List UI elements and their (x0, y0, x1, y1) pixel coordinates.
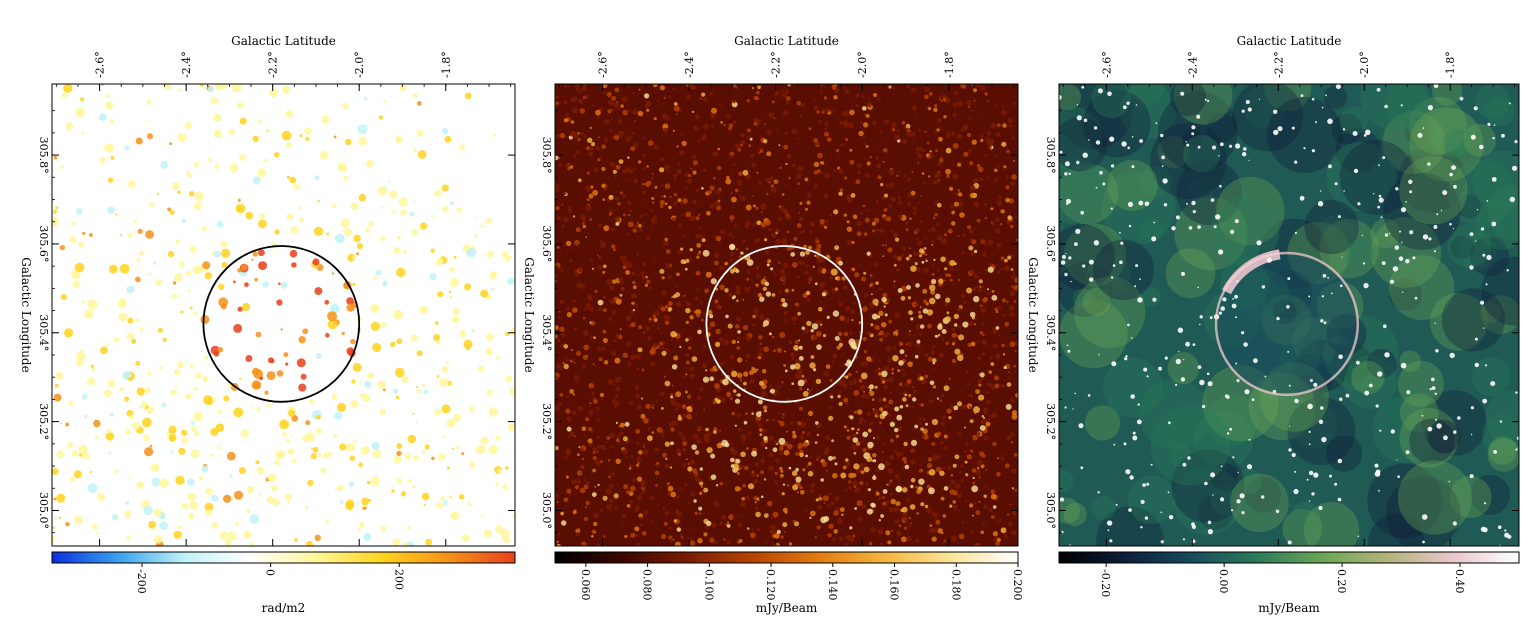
colorbar-tick-label: 0.00 (1217, 569, 1230, 594)
panel-polarized-intensity: Galactic Latitude -2.6° -2.4° -2.2° -2.0° -1.… (522, 34, 1024, 615)
y-tick-label: 305.0° (1044, 492, 1057, 529)
colorbar-tick-label: 0.200 (1011, 569, 1024, 601)
colorbar-label: mJy/Beam (1258, 601, 1320, 615)
x-tick-label: -1.8° (943, 51, 956, 78)
colorbar-tick-label: 0.140 (826, 569, 839, 601)
x-tick-label: -1.8° (440, 51, 453, 78)
x-axis-title: Galactic Latitude (1237, 34, 1342, 48)
colorbar-tick-label: 0 (264, 569, 277, 576)
colorbar (1058, 551, 1520, 564)
x-axis-title: Galactic Latitude (734, 34, 839, 48)
x-tick-label: -2.2° (1272, 51, 1285, 78)
circle-marker (1214, 251, 1360, 397)
colorbar-tick-label: 0.180 (949, 569, 962, 601)
colorbar-tick-label: 0.160 (888, 569, 901, 601)
colorbar (51, 551, 516, 564)
y-tick-label: 305.0° (37, 492, 50, 529)
colorbar-label: rad/m2 (262, 601, 306, 615)
y-axis-title: Galactic Longitude (522, 257, 536, 372)
circle-marker (705, 245, 864, 403)
colorbar-tick-label: 0.20 (1335, 569, 1348, 594)
y-tick-label: 305.2° (540, 403, 553, 440)
y-tick-label: 305.0° (540, 492, 553, 529)
colorbar (554, 551, 1019, 564)
x-tick-label: -2.0° (856, 51, 869, 78)
colorbar-tick-label: 0.100 (702, 569, 715, 601)
x-tick-label: -2.6° (94, 51, 107, 78)
x-tick-label: -2.4° (683, 51, 696, 78)
y-tick-label: 305.6° (37, 225, 50, 262)
x-tick-label: -1.8° (1444, 51, 1457, 78)
map-texture (1059, 84, 1519, 546)
colorbar-tick-label: 200 (392, 569, 405, 590)
x-tick-label: -2.6° (1100, 51, 1113, 78)
panel-total-intensity: Galactic Latitude -2.6° -2.4° -2.2° -2.0° -1.… (1026, 34, 1520, 615)
y-tick-label: 305.8° (540, 137, 553, 174)
y-axis-title: Galactic Longitude (19, 257, 33, 372)
x-tick-label: -2.4° (1186, 51, 1199, 78)
colorbar-tick-label: 0.080 (641, 569, 654, 601)
plot-frame (1058, 83, 1520, 547)
circle-marker (202, 245, 361, 403)
x-tick-label: -2.2° (770, 51, 783, 78)
map-texture (555, 84, 1018, 546)
y-tick-label: 305.4° (540, 314, 553, 351)
x-tick-label: -2.6° (597, 51, 610, 78)
y-tick-label: 305.6° (1044, 225, 1057, 262)
map-texture (52, 84, 515, 546)
plot-frame (554, 83, 1019, 547)
colorbar-tick-label: 0.120 (764, 569, 777, 601)
colorbar-tick-label: 0.060 (579, 569, 592, 601)
y-tick-label: 305.2° (37, 403, 50, 440)
y-tick-label: 305.2° (1044, 403, 1057, 440)
y-tick-label: 305.4° (1044, 314, 1057, 351)
colorbar-label: mJy/Beam (756, 601, 818, 615)
x-tick-label: -2.0° (1358, 51, 1371, 78)
y-tick-label: 305.4° (37, 314, 50, 351)
x-axis-title: Galactic Latitude (231, 34, 336, 48)
x-tick-label: -2.2° (267, 51, 280, 78)
panel-rotation-measure: Galactic Latitude -2.6° -2.4° -2.2° -2.0° -1.… (19, 34, 516, 615)
y-tick-label: 305.8° (1044, 137, 1057, 174)
y-tick-label: 305.6° (540, 225, 553, 262)
x-tick-label: -2.0° (353, 51, 366, 78)
plot-frame (51, 83, 516, 547)
y-axis-title: Galactic Longitude (1026, 257, 1040, 372)
x-tick-label: -2.4° (180, 51, 193, 78)
map-background (52, 84, 515, 546)
colorbar-tick-label: -0.20 (1099, 569, 1112, 597)
colorbar-tick-label: -200 (135, 569, 148, 594)
y-tick-label: 305.8° (37, 137, 50, 174)
colorbar-tick-label: 0.40 (1453, 569, 1466, 594)
